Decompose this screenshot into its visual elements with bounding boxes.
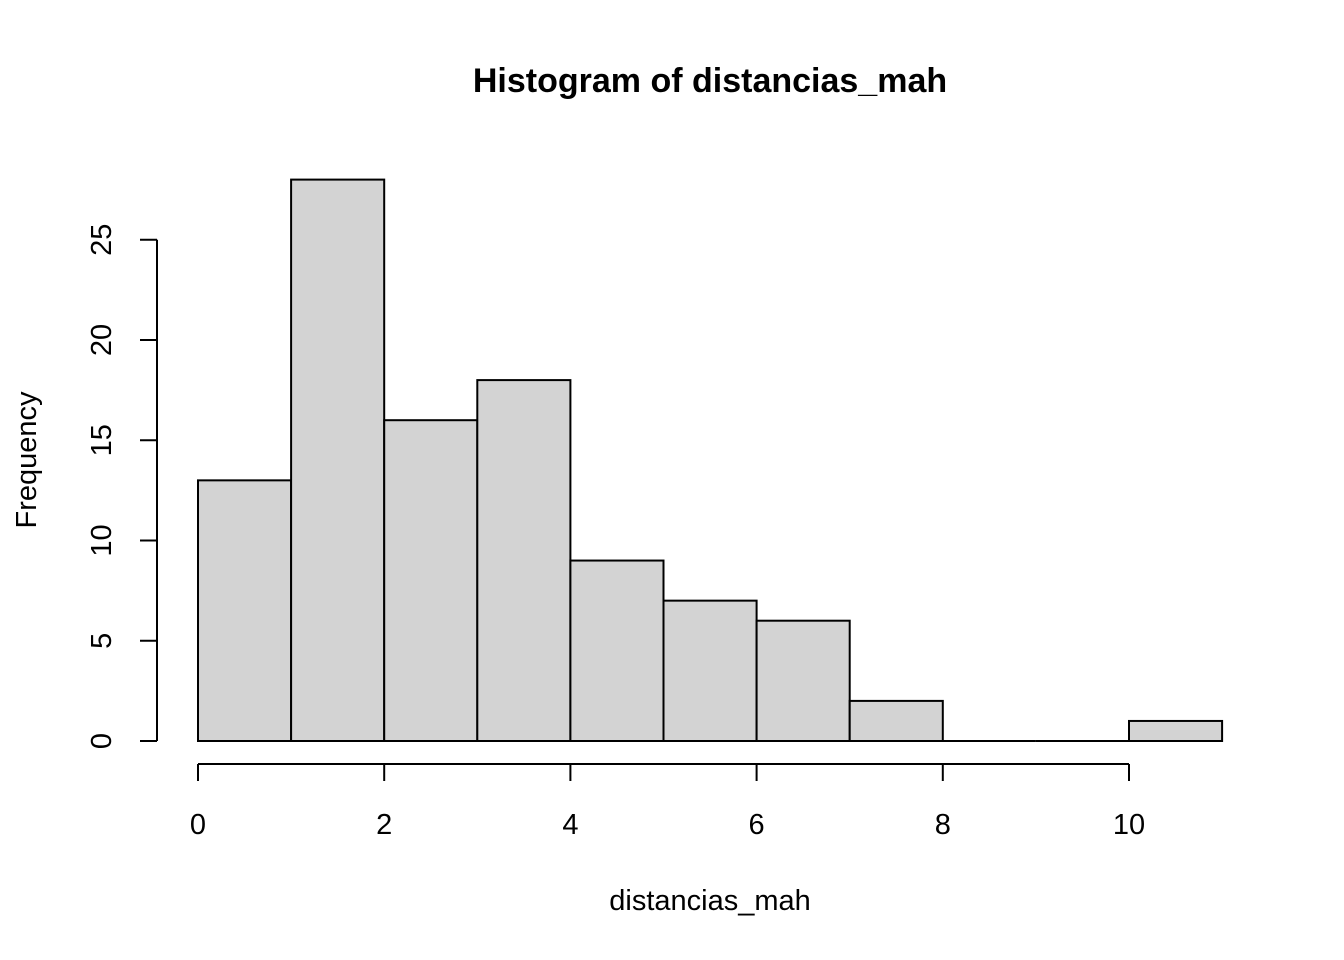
histogram-bar <box>476 379 572 742</box>
chart-title: Histogram of distancias_mah <box>473 62 947 100</box>
x-tick-label: 6 <box>749 809 765 841</box>
histogram-bar <box>290 178 386 743</box>
histogram-bar <box>569 559 665 742</box>
histogram-bar <box>383 419 479 742</box>
histogram-bar <box>755 619 851 743</box>
x-tick-label: 8 <box>935 809 951 841</box>
histogram-bar <box>1128 719 1224 743</box>
y-tick-label: 15 <box>86 424 118 456</box>
x-axis: 0 2 4 6 8 10 <box>190 763 1145 841</box>
histogram-bar <box>848 699 944 743</box>
x-tick-label: 2 <box>376 809 392 841</box>
y-tick-label: 20 <box>86 324 118 356</box>
x-tick-label: 0 <box>190 809 206 841</box>
y-tick-label: 10 <box>86 524 118 556</box>
y-tick-label: 5 <box>86 633 118 649</box>
histogram-bar <box>662 599 758 743</box>
y-tick-label: 25 <box>86 224 118 256</box>
x-axis-label: distancias_mah <box>609 885 811 917</box>
bars-group <box>197 178 1224 743</box>
y-tick-label: 0 <box>86 733 118 749</box>
y-axis: 0 5 10 15 20 25 <box>86 224 158 749</box>
x-tick-label: 4 <box>562 809 578 841</box>
x-tick-label: 10 <box>1113 809 1145 841</box>
y-axis-label: Frequency <box>11 391 43 529</box>
histogram-bar <box>197 479 293 742</box>
